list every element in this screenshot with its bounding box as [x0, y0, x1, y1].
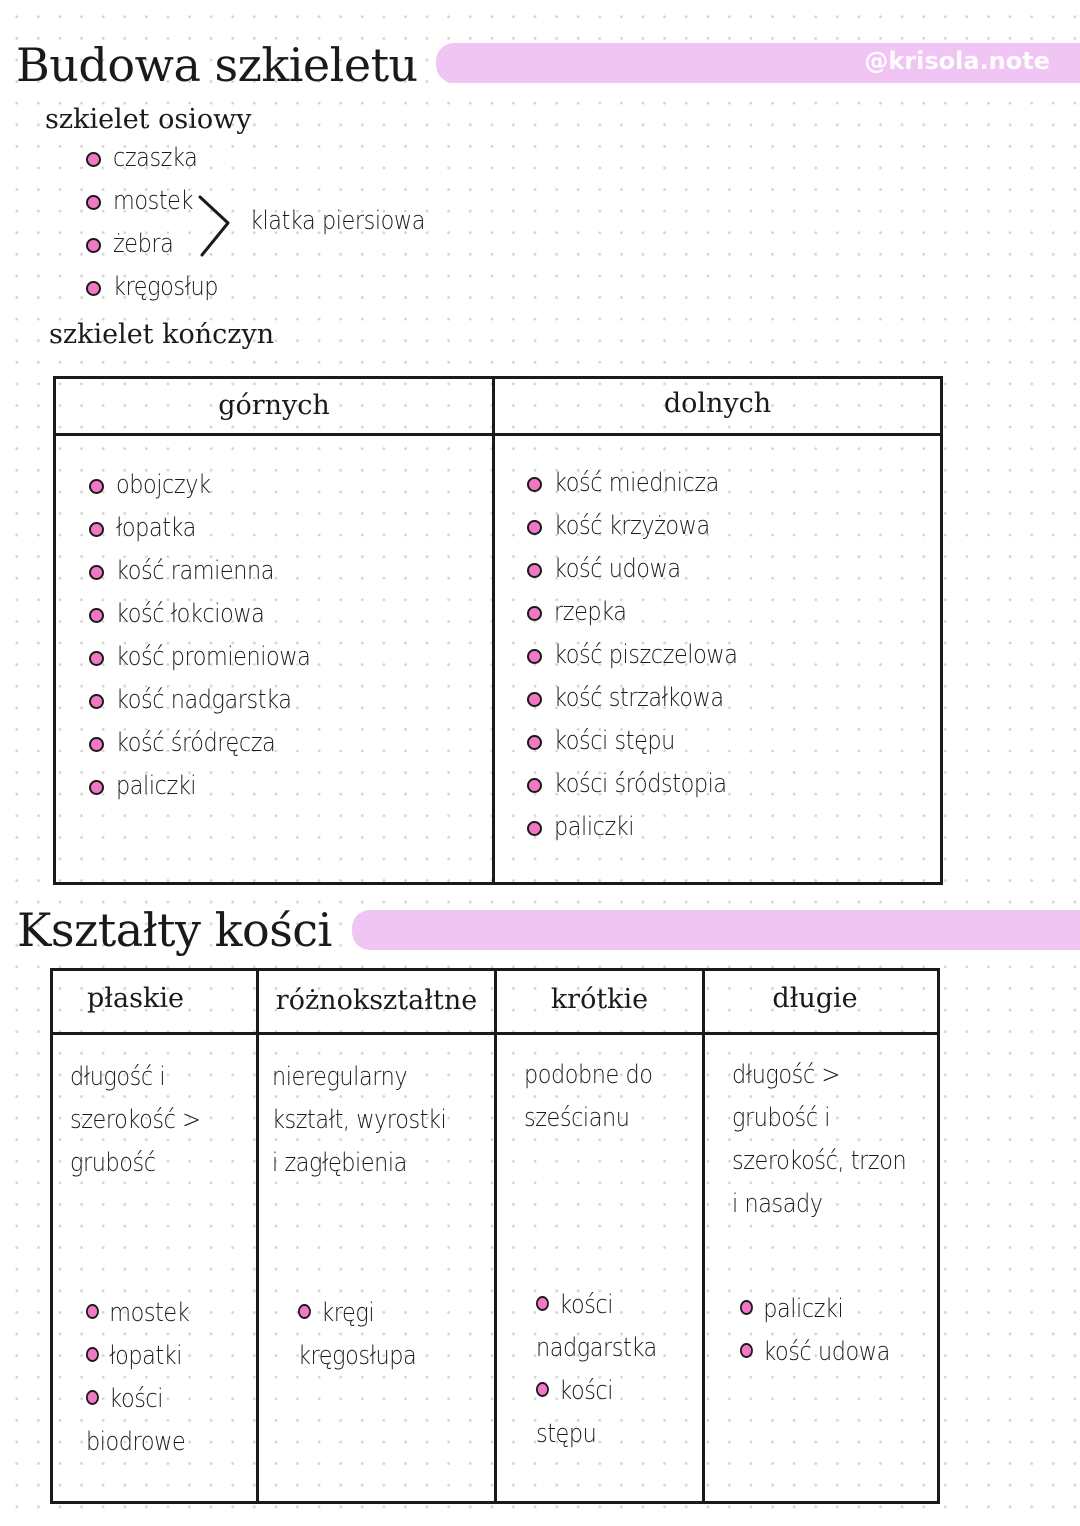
axial-heading: szkielet osiowy	[45, 104, 252, 135]
shapes-header-flat: płaskie	[87, 983, 184, 1014]
bullet-icon	[86, 281, 101, 296]
list-item: kości stępu	[536, 1376, 614, 1449]
bullet-icon	[527, 563, 542, 578]
axial-list: czaszka mostek żebra kręgosłup	[86, 137, 235, 309]
bullet-icon	[527, 692, 542, 707]
bullet-icon	[536, 1296, 549, 1311]
list-item: kość nadgarstka	[89, 679, 342, 722]
list-item: kość strzałkowa	[527, 677, 767, 720]
bullet-icon	[89, 608, 104, 623]
list-item: mostek	[86, 1292, 190, 1335]
shapes-examples-short: kości nadgarstka kości stępu	[536, 1284, 676, 1456]
shapes-header-short: krótkie	[550, 984, 649, 1015]
bullet-icon	[298, 1304, 311, 1319]
list-item: mostek	[86, 180, 235, 223]
list-item: kość udowa	[527, 548, 767, 591]
bullet-icon	[86, 238, 101, 253]
bullet-icon	[89, 522, 104, 537]
bullet-icon	[527, 606, 542, 621]
limbs-table	[53, 376, 943, 885]
list-item: kość łokciowa	[89, 593, 342, 636]
bullet-icon	[86, 1390, 99, 1405]
bullet-icon	[86, 1347, 99, 1362]
bullet-icon	[86, 195, 101, 210]
list-item: kość piszczelowa	[527, 634, 767, 677]
page-title: Budowa szkieletu	[16, 38, 418, 92]
section-highlight-band	[352, 910, 1080, 950]
shapes-desc-long: długość > grubość i szerokość, trzon i n…	[732, 1060, 907, 1219]
bullet-icon	[89, 694, 104, 709]
bullet-icon	[536, 1382, 549, 1397]
bullet-icon	[86, 152, 101, 167]
section-title: Kształty kości	[17, 903, 332, 957]
list-item: łopatki	[86, 1335, 189, 1378]
shapes-header-irregular: różnokształtne	[275, 985, 478, 1016]
list-item: kość promieniowa	[89, 636, 342, 679]
list-item: żebra	[86, 223, 235, 266]
list-item: obojczyk	[89, 464, 342, 507]
list-item: kość ramienna	[89, 550, 342, 593]
list-item: kości stępu	[527, 720, 767, 763]
shapes-desc-flat: długość i szerokość > grubość	[70, 1062, 201, 1178]
shapes-table-divider	[256, 968, 259, 1504]
bracket-label: klatka piersiowa	[250, 206, 426, 236]
bullet-icon	[527, 778, 542, 793]
list-item: kość śródręcza	[89, 722, 342, 765]
list-item: czaszka	[86, 137, 235, 180]
limbs-table-header-rule	[53, 433, 943, 436]
shapes-table-header-rule	[50, 1032, 940, 1035]
bullet-icon	[89, 479, 104, 494]
list-item: paliczki	[527, 806, 767, 849]
bullet-icon	[527, 477, 542, 492]
shapes-examples-irregular: kręgi kręgosłupa	[298, 1292, 436, 1378]
bullet-icon	[527, 735, 542, 750]
list-item: kości biodrowe	[86, 1384, 186, 1457]
shapes-desc-irregular: nieregularny kształt, wyrostki i zagłębi…	[272, 1062, 447, 1178]
limbs-heading: szkielet kończyn	[49, 319, 275, 350]
bullet-icon	[89, 737, 104, 752]
list-item: kości nadgarstka	[536, 1290, 657, 1363]
bracket-icon	[198, 195, 230, 257]
title-highlight-band: @krisola.note	[436, 43, 1080, 83]
limbs-table-divider	[492, 376, 495, 885]
limbs-header-upper: górnych	[218, 390, 330, 421]
shapes-examples-flat: mostek łopatki kości biodrowe	[86, 1292, 206, 1464]
bullet-icon	[740, 1300, 753, 1315]
upper-limb-list: obojczyk łopatka kość ramienna kość łokc…	[89, 464, 342, 808]
list-item: paliczki	[740, 1288, 890, 1331]
bullet-icon	[89, 651, 104, 666]
shapes-table-divider	[702, 968, 705, 1504]
limbs-header-lower: dolnych	[663, 388, 772, 419]
list-item: kręgi kręgosłupa	[298, 1298, 417, 1371]
list-item: rzepka	[527, 591, 767, 634]
list-item: kości śródstopia	[527, 763, 767, 806]
bullet-icon	[527, 821, 542, 836]
list-item: kość udowa	[740, 1331, 890, 1374]
list-item: kość miednicza	[527, 462, 767, 505]
author-handle: @krisola.note	[864, 47, 1050, 75]
list-item: paliczki	[89, 765, 342, 808]
list-item: kręgosłup	[86, 266, 235, 309]
bullet-icon	[740, 1343, 753, 1358]
shapes-header-long: długie	[772, 983, 858, 1014]
bullet-icon	[86, 1304, 99, 1319]
list-item: łopatka	[89, 507, 342, 550]
shapes-examples-long: paliczki kość udowa	[740, 1288, 914, 1374]
bullet-icon	[89, 780, 104, 795]
bullet-icon	[89, 565, 104, 580]
shapes-table-divider	[494, 968, 497, 1504]
bullet-icon	[527, 520, 542, 535]
list-item: kość krzyżowa	[527, 505, 767, 548]
bullet-icon	[527, 649, 542, 664]
lower-limb-list: kość miednicza kość krzyżowa kość udowa …	[527, 462, 767, 849]
shapes-desc-short: podobne do sześcianu	[524, 1060, 653, 1133]
